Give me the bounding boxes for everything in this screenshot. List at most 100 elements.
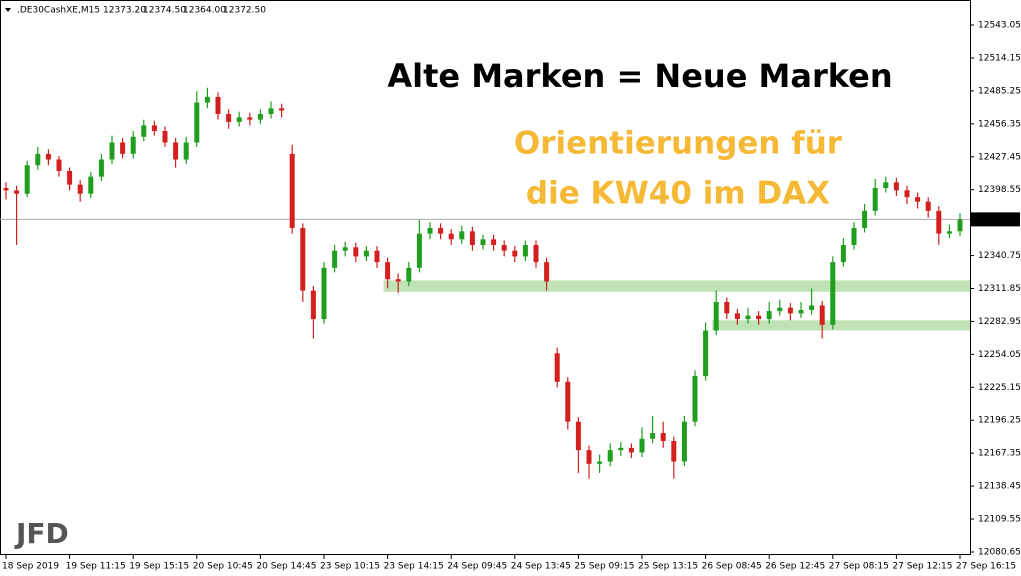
candle-body xyxy=(533,245,539,263)
candle-body xyxy=(374,250,380,263)
candle-body xyxy=(109,142,115,160)
candle-body xyxy=(501,245,507,251)
y-tick-label: 12398.55 xyxy=(978,185,1021,195)
candle-body xyxy=(915,197,921,202)
y-tick-label: 12340.75 xyxy=(978,251,1021,261)
y-tick-label: 12456.35 xyxy=(978,119,1021,129)
x-tick-label: 19 Sep 15:15 xyxy=(129,562,189,572)
candle-body xyxy=(120,142,126,154)
candle-body xyxy=(692,376,698,422)
candle-body xyxy=(946,231,952,234)
candle-body xyxy=(957,219,963,232)
x-tick-label: 19 Sep 11:15 xyxy=(66,562,126,572)
candle-body xyxy=(204,96,210,103)
x-tick-label: 27 Sep 16:15 xyxy=(956,562,1016,572)
candle-body xyxy=(713,302,719,331)
candle-body xyxy=(279,108,285,111)
candle-body xyxy=(904,190,910,198)
candle-body xyxy=(130,136,136,154)
menu-arrow[interactable] xyxy=(5,8,11,12)
candle-body xyxy=(321,267,327,320)
candle-body xyxy=(819,305,825,325)
candle-body xyxy=(777,307,783,312)
candle-body xyxy=(883,182,889,189)
candle-body xyxy=(607,450,613,462)
candle-body xyxy=(395,279,401,282)
x-tick-label: 23 Sep 14:15 xyxy=(384,562,444,572)
candle-body xyxy=(416,233,422,268)
candle-body xyxy=(353,247,359,257)
x-tick-label: 25 Sep 09:15 xyxy=(574,562,634,572)
candle-body xyxy=(565,381,571,422)
y-tick-label: 12167.35 xyxy=(978,449,1021,459)
y-tick-label: 12254.05 xyxy=(978,350,1021,360)
y-tick-label: 12311.85 xyxy=(978,284,1021,294)
candle-body xyxy=(151,125,157,132)
candle-body xyxy=(724,302,730,314)
candle-body xyxy=(660,433,666,442)
candle-body xyxy=(554,353,560,382)
candle-body xyxy=(798,309,804,314)
support-zone xyxy=(383,280,971,292)
candle-body xyxy=(226,113,232,122)
candle-body xyxy=(840,245,846,263)
y-tick-label: 12225.15 xyxy=(978,383,1021,393)
candle-body xyxy=(809,305,815,310)
candle-body xyxy=(438,227,444,234)
x-tick-label: 20 Sep 14:45 xyxy=(256,562,316,572)
header-high: 12374.50 xyxy=(143,6,186,16)
candle-body xyxy=(3,188,9,191)
candle-body xyxy=(173,142,179,160)
candle-body xyxy=(215,96,221,114)
candle-body xyxy=(98,159,104,177)
candle-body xyxy=(925,201,931,211)
candle-body xyxy=(469,231,475,246)
y-tick-label: 12485.25 xyxy=(978,86,1021,96)
annotation-line: Orientierungen für xyxy=(514,126,843,162)
candle-body xyxy=(628,447,634,453)
candle-body xyxy=(406,267,412,282)
candle-body xyxy=(247,117,253,120)
annotation-title: Alte Marken = Neue Marken xyxy=(387,57,892,95)
candle-body xyxy=(77,184,83,194)
candle-body xyxy=(681,421,687,462)
logo: JFD xyxy=(14,517,69,550)
plot-area xyxy=(0,87,971,479)
candle-body xyxy=(268,108,274,114)
candle-body xyxy=(310,290,316,320)
candle-body xyxy=(480,239,486,246)
candle-body xyxy=(491,239,497,246)
candle-body xyxy=(671,441,677,462)
candle-body xyxy=(162,131,168,143)
candle-body xyxy=(342,247,348,251)
candle-body xyxy=(586,450,592,464)
candle-body xyxy=(936,210,942,234)
x-tick-label: 27 Sep 08:15 xyxy=(829,562,889,572)
candle-body xyxy=(56,159,62,171)
candle-body xyxy=(872,188,878,211)
candle-body xyxy=(194,102,200,143)
candle-body xyxy=(575,421,581,451)
candle-body xyxy=(703,330,709,377)
candle-body xyxy=(14,190,20,194)
y-tick-label: 12514.15 xyxy=(978,53,1021,63)
candle-body xyxy=(618,447,624,451)
candle-body xyxy=(300,227,306,291)
candle-body xyxy=(35,153,41,166)
candle-body xyxy=(745,315,751,320)
y-tick-label: 12427.45 xyxy=(978,152,1021,162)
candle-body xyxy=(45,153,51,160)
candle-body xyxy=(512,250,518,257)
candle-body xyxy=(830,262,836,325)
candle-body xyxy=(459,231,465,240)
header-close: 12372.50 xyxy=(223,6,266,16)
candle-body xyxy=(183,142,189,160)
candle-body xyxy=(141,125,147,137)
candle-body xyxy=(650,433,656,439)
x-tick-label: 24 Sep 09:45 xyxy=(447,562,507,572)
x-tick-label: 25 Sep 13:15 xyxy=(638,562,698,572)
candle-body xyxy=(862,210,868,228)
candle-body xyxy=(332,250,338,268)
header-open: 12373.20 xyxy=(103,6,146,16)
y-tick-label: 12196.25 xyxy=(978,416,1021,426)
